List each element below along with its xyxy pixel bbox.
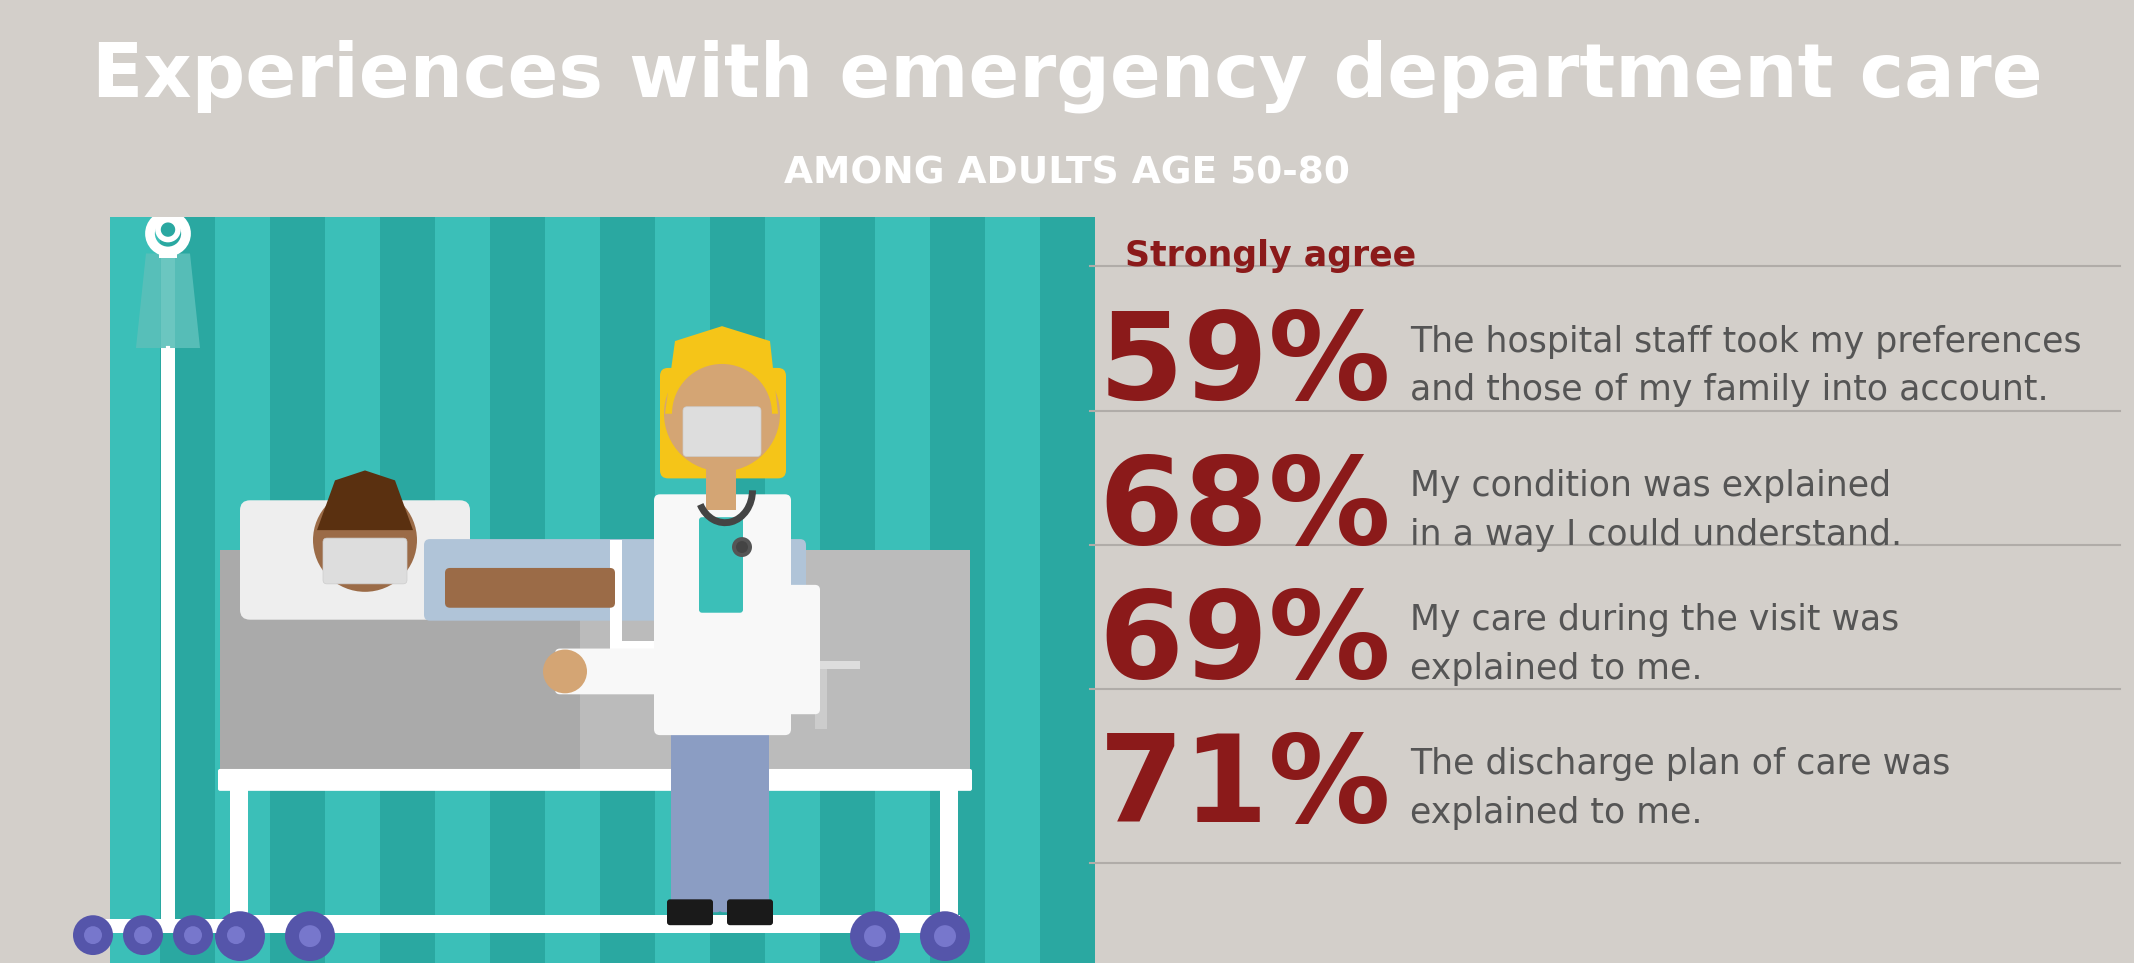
Bar [160, 864, 175, 933]
Bar [930, 217, 986, 963]
Circle shape [299, 925, 320, 947]
Bar [0, 217, 111, 963]
Bar [610, 540, 621, 649]
Circle shape [216, 911, 265, 961]
Bar [435, 217, 491, 963]
Circle shape [732, 537, 751, 557]
FancyBboxPatch shape [218, 768, 971, 791]
Circle shape [228, 925, 252, 947]
Circle shape [736, 541, 749, 553]
FancyBboxPatch shape [670, 720, 721, 912]
Bar [230, 779, 248, 924]
FancyBboxPatch shape [700, 517, 743, 612]
FancyBboxPatch shape [719, 720, 768, 912]
Circle shape [216, 915, 256, 955]
Bar [324, 217, 380, 963]
Bar [986, 217, 1039, 963]
Bar [491, 217, 544, 963]
Bar [220, 550, 971, 779]
Circle shape [314, 488, 416, 592]
Circle shape [672, 364, 773, 463]
Circle shape [184, 926, 203, 944]
Circle shape [542, 649, 587, 693]
Circle shape [83, 926, 102, 944]
FancyBboxPatch shape [322, 538, 408, 584]
Circle shape [73, 915, 113, 955]
Bar [544, 217, 600, 963]
FancyBboxPatch shape [446, 568, 615, 608]
Bar [160, 247, 177, 258]
Bar [875, 217, 930, 963]
Bar [160, 217, 216, 963]
Bar [711, 217, 764, 963]
Bar [271, 217, 324, 963]
Bar [94, 920, 243, 933]
FancyBboxPatch shape [668, 899, 713, 925]
Polygon shape [666, 326, 779, 414]
Text: 69%: 69% [1099, 586, 1391, 703]
Circle shape [664, 356, 781, 472]
Polygon shape [137, 253, 201, 348]
Bar [160, 248, 175, 925]
FancyBboxPatch shape [683, 406, 762, 456]
Bar [819, 217, 875, 963]
Circle shape [920, 911, 971, 961]
Bar [939, 779, 958, 924]
Text: My condition was explained
in a way I could understand.: My condition was explained in a way I co… [1411, 469, 1901, 552]
Text: My care during the visit was
explained to me.: My care during the visit was explained t… [1411, 603, 1899, 686]
Circle shape [173, 915, 213, 955]
Bar [600, 217, 655, 963]
Polygon shape [318, 470, 414, 530]
Circle shape [134, 926, 152, 944]
FancyBboxPatch shape [653, 494, 792, 735]
Text: Strongly agree: Strongly agree [1125, 240, 1417, 273]
FancyBboxPatch shape [425, 539, 807, 621]
Circle shape [849, 911, 901, 961]
Text: Experiences with emergency department care: Experiences with emergency department ca… [92, 39, 2042, 113]
Text: AMONG ADULTS AGE 50-80: AMONG ADULTS AGE 50-80 [783, 155, 1351, 192]
Text: 59%: 59% [1099, 307, 1391, 425]
Bar [610, 640, 775, 655]
Circle shape [935, 925, 956, 947]
Text: 68%: 68% [1099, 452, 1391, 569]
Bar [105, 217, 160, 963]
Bar [220, 550, 580, 779]
Bar [380, 217, 435, 963]
Bar [1039, 217, 1095, 963]
Bar [764, 217, 819, 963]
Text: The discharge plan of care was
explained to me.: The discharge plan of care was explained… [1411, 747, 1950, 830]
Bar [781, 662, 860, 669]
Circle shape [124, 915, 162, 955]
Circle shape [286, 911, 335, 961]
Circle shape [864, 925, 886, 947]
Bar [655, 217, 711, 963]
FancyBboxPatch shape [555, 648, 674, 694]
FancyBboxPatch shape [659, 368, 785, 479]
Bar [815, 664, 828, 729]
Text: 71%: 71% [1099, 730, 1391, 847]
Bar [706, 455, 736, 510]
Circle shape [226, 926, 245, 944]
FancyBboxPatch shape [728, 899, 773, 925]
FancyBboxPatch shape [770, 585, 819, 715]
Bar [216, 217, 271, 963]
Bar [230, 915, 960, 933]
FancyBboxPatch shape [239, 500, 469, 620]
Text: The hospital staff took my preferences
and those of my family into account.: The hospital staff took my preferences a… [1411, 325, 2081, 407]
Bar [760, 540, 773, 649]
